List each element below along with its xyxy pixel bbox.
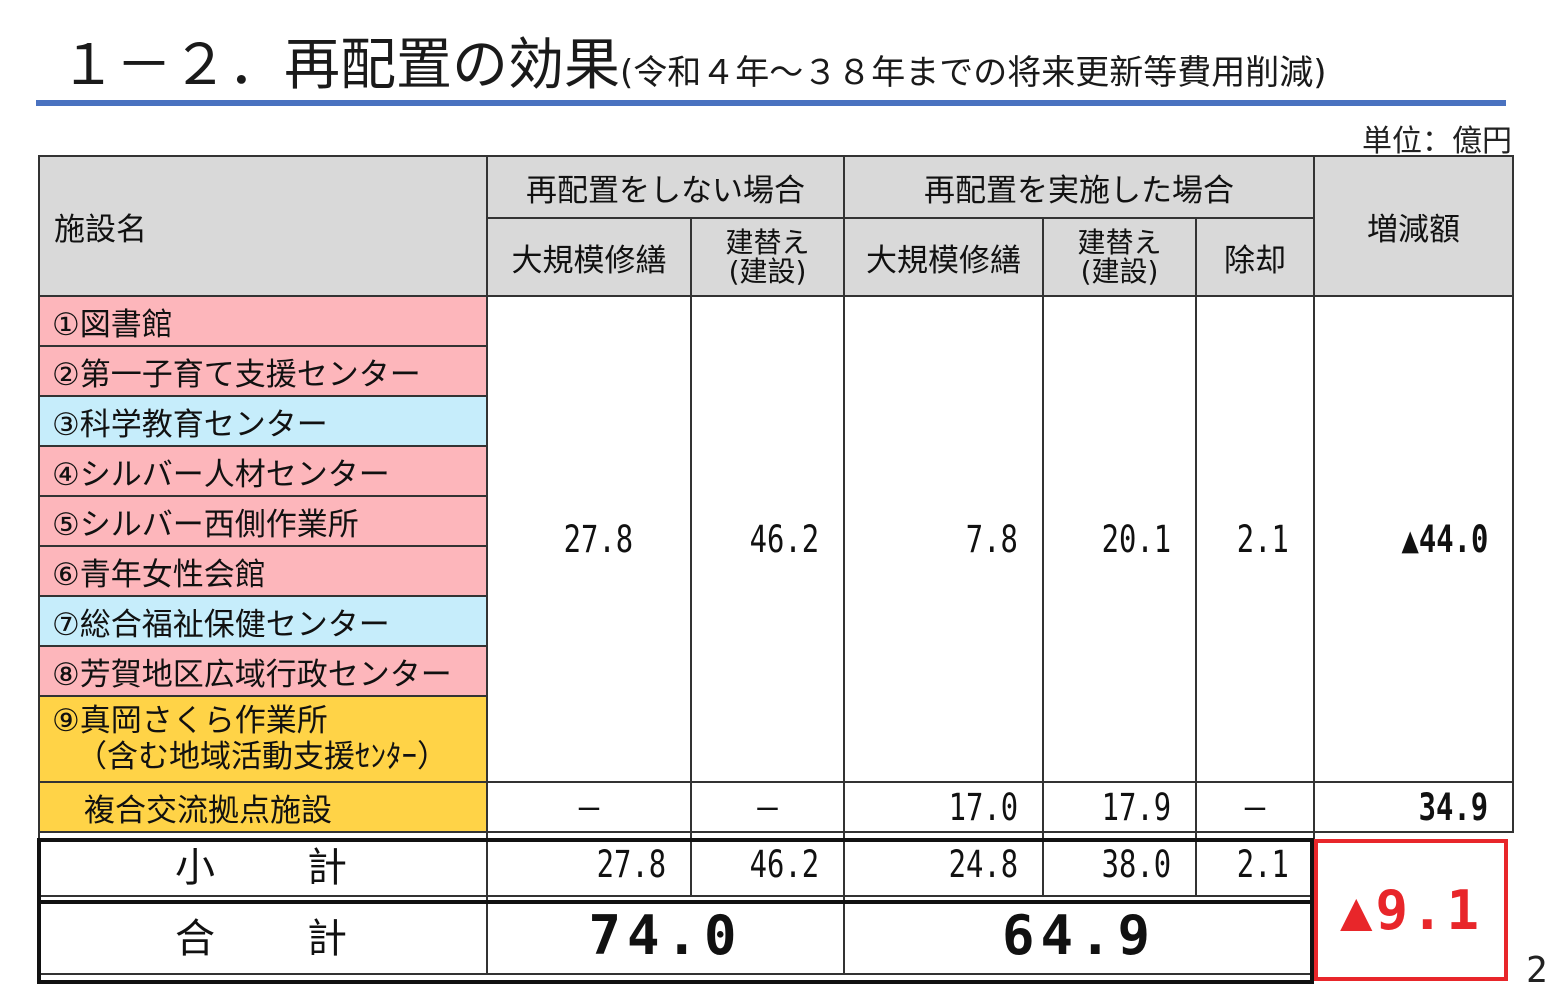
unit-label: 単位：億円 [1362, 124, 1512, 159]
facility-name-line1: ⑨真岡さくら作業所 [52, 703, 328, 739]
header-with-relocation: 再配置を実施した場合 [843, 155, 1315, 219]
facility-row: ⑧芳賀地区広域行政センター [38, 645, 488, 697]
facility-row: ⑥青年女性会館 [38, 545, 488, 597]
header-facility-name: 施設名 [38, 155, 488, 297]
facility-row: ④シルバー人材センター [38, 445, 488, 497]
new-facility-name: 複合交流拠点施設 [38, 781, 488, 833]
subtotal-with-major-repair: 24.8 [843, 831, 1044, 897]
subtotal-without-major-repair: 27.8 [486, 831, 692, 897]
header-rebuild-line1: 建替え [725, 226, 810, 259]
subtotal-with-demolition: 2.1 [1195, 831, 1315, 897]
cost-table: 施設名 再配置をしない場合 再配置を実施した場合 増減額 大規模修繕 建替え (… [38, 155, 1514, 975]
facility-row: ③科学教育センター [38, 395, 488, 447]
facility-row: ⑨真岡さくら作業所 （含む地域活動支援ｾﾝﾀｰ） [38, 695, 488, 783]
page-title-sub: (令和４年～３８年までの将来更新等費用削減) [620, 53, 1327, 93]
header-without-relocation: 再配置をしない場合 [486, 155, 845, 219]
facility-name-line2: （含む地域活動支援ｾﾝﾀｰ） [76, 739, 448, 775]
new-with-rebuild: 17.9 [1042, 781, 1197, 833]
header-without-rebuild: 建替え (建設) [690, 217, 845, 297]
existing-diff: ▲44.0 [1313, 295, 1514, 783]
title-underline [36, 100, 1506, 106]
new-without-rebuild: ― [690, 781, 845, 833]
existing-without-rebuild: 46.2 [690, 295, 845, 783]
header-rebuild-line1: 建替え [1077, 226, 1162, 259]
total-label: 合 計 [38, 895, 488, 975]
page-title-main: １－２．再配置の効果 [60, 33, 620, 98]
header-with-major-repair: 大規模修繕 [843, 217, 1044, 297]
page-title: １－２．再配置の効果(令和４年～３８年までの将来更新等費用削減) [60, 30, 1327, 102]
new-with-demolition: ― [1195, 781, 1315, 833]
existing-without-major-repair: 27.8 [486, 295, 692, 783]
existing-with-demolition: 2.1 [1195, 295, 1315, 783]
new-with-major-repair: 17.0 [843, 781, 1044, 833]
subtotal-without-rebuild: 46.2 [690, 831, 845, 897]
new-diff: 34.9 [1313, 781, 1514, 833]
existing-with-rebuild: 20.1 [1042, 295, 1197, 783]
header-without-major-repair: 大規模修繕 [486, 217, 692, 297]
facility-row: ①図書館 [38, 295, 488, 347]
net-change-box: ▲9.1 [1314, 839, 1508, 981]
header-rebuild-line2: (建設) [728, 255, 807, 288]
subtotal-label: 小 計 [38, 831, 488, 897]
new-without-major-repair: ― [486, 781, 692, 833]
header-demolition: 除却 [1195, 217, 1315, 297]
facility-row: ⑤シルバー西側作業所 [38, 495, 488, 547]
existing-with-major-repair: 7.8 [843, 295, 1044, 783]
header-rebuild-line2: (建設) [1080, 255, 1159, 288]
facility-row: ②第一子育て支援センター [38, 345, 488, 397]
facility-row: ⑦総合福祉保健センター [38, 595, 488, 647]
total-without: 74.0 [486, 895, 845, 975]
header-with-rebuild: 建替え (建設) [1042, 217, 1197, 297]
subtotal-with-rebuild: 38.0 [1042, 831, 1197, 897]
header-diff: 増減額 [1313, 155, 1514, 297]
page-number: 2 [1526, 950, 1548, 991]
total-with: 64.9 [843, 895, 1315, 975]
